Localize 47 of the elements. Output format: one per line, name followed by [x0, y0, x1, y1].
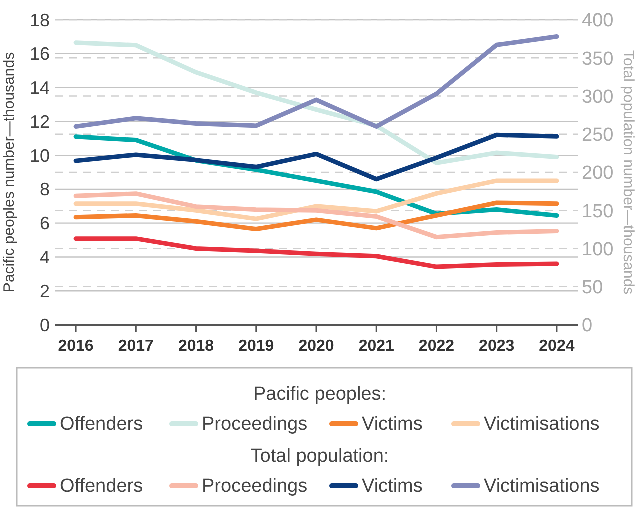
legend-label: Victims	[362, 476, 423, 497]
y-tick-label: 8	[40, 180, 50, 200]
text: Total population:	[250, 446, 390, 467]
x-tick-label: 2024	[539, 338, 575, 355]
line-series	[74, 200, 560, 232]
y2-tick-label: 50	[582, 278, 604, 299]
legend-label: Victims	[362, 414, 423, 435]
x-tick-label: 2021	[358, 338, 395, 355]
legend-label: Victimisations	[484, 476, 600, 497]
y2-tick-label: 100	[582, 239, 614, 260]
x-tick-label: 2018	[178, 338, 214, 355]
y-tick-label: 12	[30, 112, 50, 132]
legend-label: Offenders	[60, 414, 144, 435]
y2-tick-label: 0	[582, 316, 593, 337]
x-tick-label: 2023	[479, 338, 515, 355]
y-tick-label: 2	[40, 281, 50, 302]
y2-tick-label: 250	[582, 125, 614, 146]
y-tick-label: 18	[30, 10, 50, 30]
legend-label: Proceedings	[202, 414, 308, 435]
line-series	[74, 192, 560, 240]
line-series	[74, 34, 560, 129]
line-series	[74, 236, 560, 270]
legend-label: Victimisations	[484, 414, 600, 435]
y-tick-label: 14	[30, 78, 50, 98]
y-axis-title: Pacific peoples number—thousands	[1, 52, 18, 293]
y-tick-label: 6	[40, 214, 50, 234]
y-tick-label: 10	[30, 146, 50, 166]
text: Pacific peoples:	[253, 384, 387, 405]
y2-tick-label: 150	[582, 201, 614, 222]
line-series	[74, 132, 560, 182]
y2-tick-label: 300	[582, 86, 614, 108]
x-tick-label: 2017	[118, 338, 154, 355]
y2-axis-title: Total population number—thousands	[620, 50, 637, 295]
x-tick-label: 2020	[298, 338, 334, 355]
y-tick-label: 0	[40, 315, 50, 336]
x-tick-label: 2022	[418, 338, 455, 355]
y2-tick-label: 400	[582, 10, 614, 32]
legend-label: Proceedings	[202, 476, 308, 497]
line-series	[74, 40, 560, 166]
x-tick-label: 2019	[238, 338, 274, 355]
legend-label: Offenders	[60, 476, 144, 497]
y2-tick-label: 350	[582, 48, 614, 70]
y-tick-label: 16	[30, 44, 50, 64]
y2-tick-label: 200	[582, 163, 614, 184]
line-series	[74, 178, 560, 222]
x-tick-label: 2016	[58, 338, 94, 355]
y-tick-label: 4	[40, 248, 50, 268]
